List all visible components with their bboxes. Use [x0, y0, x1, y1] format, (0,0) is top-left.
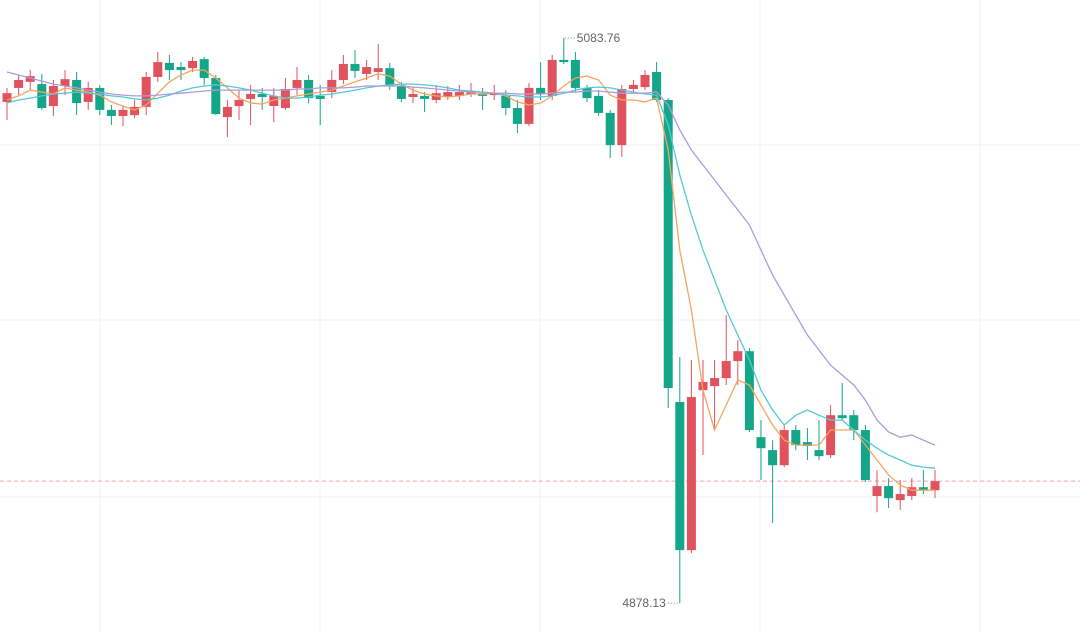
candle-body	[443, 92, 453, 97]
candle-body	[48, 86, 58, 107]
candle-body	[176, 67, 186, 71]
candle-body	[501, 95, 511, 108]
candle-body	[860, 430, 870, 481]
candle-body	[130, 106, 140, 116]
candle-body	[582, 87, 592, 99]
candle-body	[234, 100, 244, 107]
candle-body	[872, 486, 882, 496]
candle-body	[849, 415, 859, 431]
candle-body	[257, 93, 267, 97]
candle-body	[675, 402, 685, 551]
candle-body	[605, 112, 615, 146]
candle-body	[83, 87, 93, 102]
candle-body	[791, 430, 801, 446]
candle-body	[895, 494, 905, 501]
candle-body	[350, 64, 360, 71]
candle-body	[524, 87, 534, 124]
candle-body	[918, 487, 928, 491]
candle-body	[721, 361, 731, 379]
candle-body	[338, 64, 348, 80]
candle-body	[269, 95, 279, 107]
candle-body	[164, 62, 174, 71]
candle-body	[420, 95, 430, 99]
candle-body	[779, 430, 789, 466]
candle-body	[396, 86, 406, 99]
candle-body	[211, 78, 221, 115]
candle-body	[385, 68, 395, 87]
candle-body	[199, 59, 209, 79]
candle-body	[118, 109, 128, 116]
candle-body	[14, 79, 24, 88]
moving-average-line	[6, 69, 935, 491]
candle-body	[246, 93, 256, 99]
candle-body	[489, 93, 499, 96]
candle-body	[95, 87, 105, 110]
candle-body	[814, 450, 824, 457]
candle-body	[756, 437, 766, 449]
candle-body	[373, 68, 383, 72]
candle-body	[188, 61, 198, 69]
candle-body	[431, 93, 441, 101]
candle-body	[617, 89, 627, 146]
candle-body	[153, 62, 163, 77]
candle-body	[744, 351, 754, 431]
candle-body	[222, 106, 232, 118]
candle-body	[884, 486, 894, 499]
candle-body	[802, 442, 812, 446]
candle-body	[628, 84, 638, 90]
candle-body	[826, 415, 836, 456]
candle-body	[559, 59, 569, 63]
candle-body	[327, 79, 337, 93]
candle-body	[408, 93, 418, 97]
candle-body	[640, 75, 650, 88]
candle-body	[141, 76, 151, 107]
candle-body	[106, 109, 116, 116]
candle-body	[292, 79, 302, 88]
candle-body	[512, 107, 522, 124]
candle-body	[315, 95, 325, 99]
candle-body	[930, 481, 940, 491]
candle-body	[547, 59, 557, 96]
moving-average-line	[6, 83, 936, 469]
candle-body	[454, 92, 464, 96]
min-label: 4878.13	[622, 596, 666, 610]
candle-body	[837, 415, 847, 419]
moving-average-line	[6, 71, 936, 446]
candle-body	[570, 59, 580, 88]
candle-body	[733, 351, 743, 362]
candle-body	[686, 397, 696, 551]
candle-body	[663, 100, 673, 388]
max-label: 5083.76	[577, 31, 621, 45]
candle-body	[594, 95, 604, 113]
candle-body	[768, 450, 778, 466]
candle-body	[536, 87, 546, 94]
candle-body	[652, 71, 662, 101]
candle-body	[60, 79, 70, 87]
candle-body	[2, 93, 12, 102]
candle-body	[907, 487, 917, 496]
candle-body	[362, 67, 372, 74]
candle-body	[25, 76, 35, 82]
candle-body	[710, 378, 720, 387]
